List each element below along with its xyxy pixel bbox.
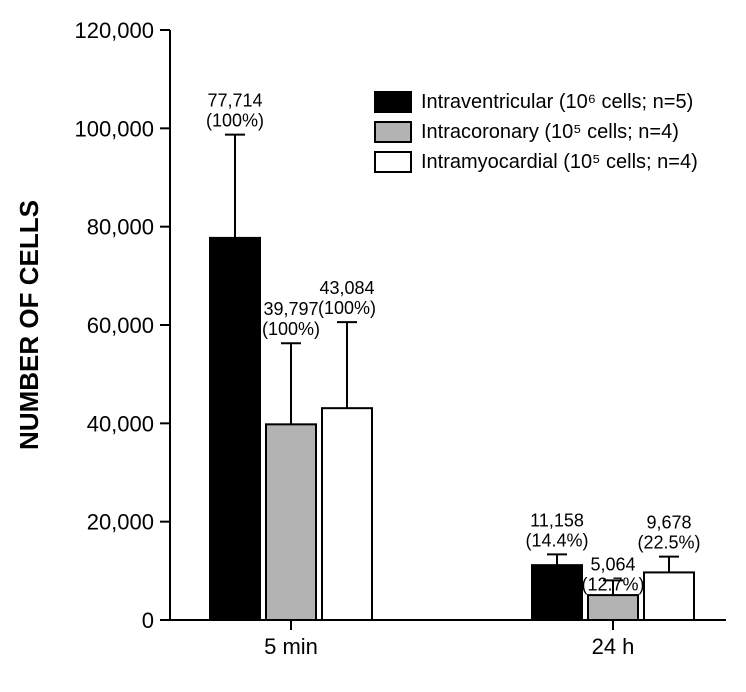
bar-value-label: 77,714 [207, 91, 262, 111]
y-tick-label: 60,000 [87, 313, 154, 338]
bar [266, 424, 316, 620]
legend-label: Intramyocardial (10⁵ cells; n=4) [421, 151, 698, 173]
bar [644, 572, 694, 620]
x-tick-label: 24 h [592, 634, 635, 659]
bar-value-label: 9,678 [646, 513, 691, 533]
bar-value-label: 43,084 [319, 278, 374, 298]
bar-value-label: 39,797 [263, 299, 318, 319]
y-axis-label: NUMBER OF CELLS [14, 200, 44, 450]
bar-pct-label: (100%) [206, 111, 264, 131]
legend-swatch [375, 122, 411, 142]
bar [588, 595, 638, 620]
y-tick-label: 120,000 [74, 18, 154, 43]
bar [532, 565, 582, 620]
legend-swatch [375, 152, 411, 172]
y-tick-label: 80,000 [87, 215, 154, 240]
bar-pct-label: (100%) [318, 298, 376, 318]
bar-pct-label: (12.7%) [581, 574, 644, 594]
legend-label: Intracoronary (10⁵ cells; n=4) [421, 121, 679, 143]
y-tick-label: 0 [142, 608, 154, 633]
bar-pct-label: (14.4%) [525, 530, 588, 550]
y-tick-label: 100,000 [74, 116, 154, 141]
bar-pct-label: (22.5%) [637, 533, 700, 553]
y-tick-label: 20,000 [87, 510, 154, 535]
legend-label: Intraventricular (10⁶ cells; n=5) [421, 91, 693, 113]
x-tick-label: 5 min [264, 634, 318, 659]
bar [210, 238, 260, 620]
bar-value-label: 5,064 [590, 554, 635, 574]
bar [322, 408, 372, 620]
y-tick-label: 40,000 [87, 411, 154, 436]
bar-pct-label: (100%) [262, 319, 320, 339]
chart-container: 0 20,000 40,000 60,000 80,000 100,000 120,000 N… [0, 0, 746, 692]
bar-value-label: 11,158 [530, 510, 584, 530]
bar-chart: 0 20,000 40,000 60,000 80,000 100,000 120,000 N… [0, 0, 746, 692]
legend-swatch [375, 92, 411, 112]
